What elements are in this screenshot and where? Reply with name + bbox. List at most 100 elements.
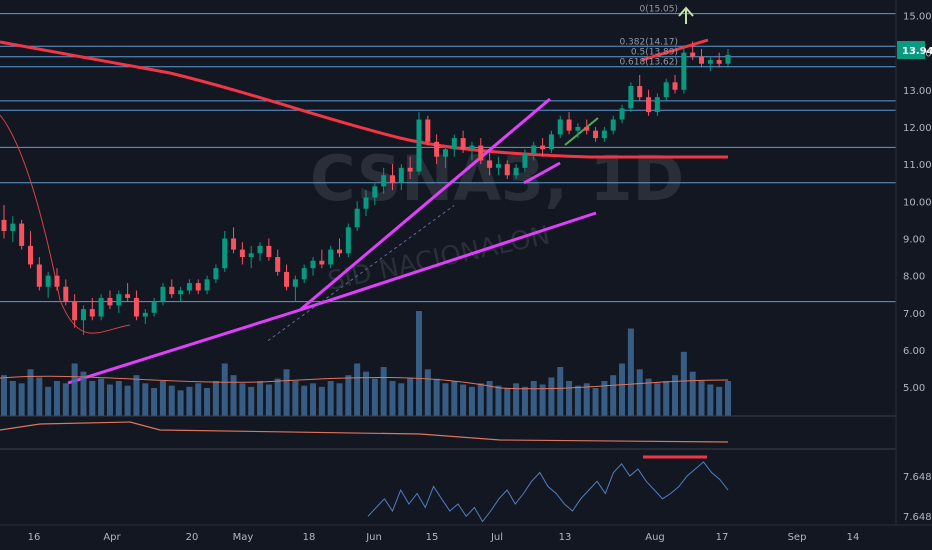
- time-tick: 14: [847, 532, 860, 543]
- volume-bar: [151, 388, 158, 416]
- candle-body: [584, 126, 590, 131]
- candle-body: [699, 56, 705, 64]
- osc-tick-2: 7.648: [903, 512, 932, 523]
- volume-bar: [142, 383, 149, 416]
- price-axis: 15.0014.0013.0012.0011.0010.009.008.007.…: [903, 11, 932, 394]
- time-tick: 17: [716, 532, 729, 543]
- candle-body: [557, 119, 563, 135]
- candle-body: [257, 245, 263, 254]
- volume-bar: [654, 383, 661, 416]
- volume-bar: [680, 351, 687, 416]
- volume-bar: [363, 371, 369, 416]
- candle-body: [45, 275, 51, 287]
- candle-body: [275, 257, 281, 272]
- candle-body: [36, 264, 42, 287]
- volume-bar: [460, 384, 467, 416]
- candle-body: [548, 134, 554, 150]
- price-tick: 7.00: [903, 309, 925, 320]
- ma200-line: [0, 40, 171, 75]
- candle-body: [301, 268, 307, 280]
- volume-bar: [627, 328, 634, 416]
- candle-body: [186, 283, 192, 291]
- candle-body: [125, 294, 131, 298]
- candle-body: [398, 167, 404, 183]
- candle-body: [690, 52, 696, 57]
- volume-bar: [486, 381, 493, 416]
- volume-bar: [468, 386, 475, 416]
- candle-body: [178, 290, 184, 295]
- candle-body: [637, 86, 643, 98]
- time-tick: 16: [28, 532, 41, 543]
- green-trendline: [564, 117, 599, 146]
- candle-body: [460, 138, 466, 150]
- candle-body: [328, 249, 334, 265]
- candle-body: [601, 130, 607, 139]
- volume-bar: [415, 311, 422, 416]
- candle-body: [725, 54, 731, 64]
- volume-bar: [707, 384, 714, 416]
- volume-bar: [53, 381, 60, 416]
- candle-body: [54, 275, 60, 287]
- candle-body: [654, 97, 660, 113]
- volume-bar: [698, 381, 705, 416]
- volume-bar: [539, 384, 546, 416]
- volume-bar: [610, 375, 617, 416]
- trendline-support-steep: [299, 97, 551, 312]
- volume-bar: [583, 383, 590, 416]
- resistance-line: [641, 38, 709, 62]
- fib-label: 0.618(13.62): [619, 58, 678, 68]
- candle-body: [716, 60, 722, 64]
- volume-bar: [239, 383, 246, 416]
- volume-bar: [354, 363, 361, 416]
- candle-body: [319, 260, 325, 265]
- volume-bar: [301, 385, 308, 416]
- candle-body: [663, 82, 669, 98]
- indicator-orange-line: [0, 421, 729, 443]
- candle-body: [116, 294, 122, 306]
- candle-body: [63, 286, 69, 302]
- volume-bar: [9, 381, 16, 416]
- time-tick: Jul: [490, 532, 503, 543]
- candle-body: [345, 227, 351, 254]
- volume-bar: [248, 386, 255, 416]
- volume-bar: [133, 375, 140, 416]
- candle-body: [628, 86, 634, 109]
- volume-bar: [71, 363, 78, 416]
- candle-body: [160, 286, 166, 302]
- volume-bar: [168, 385, 175, 416]
- candle-body: [434, 141, 440, 157]
- volume-bar: [310, 383, 317, 416]
- volume-bar: [27, 369, 34, 416]
- last-price-label: 13.94: [902, 46, 932, 57]
- candle-body: [213, 268, 219, 280]
- time-tick: May: [233, 532, 254, 543]
- candle-body: [1, 219, 7, 232]
- candle-body: [381, 175, 387, 187]
- volume-bar: [495, 385, 502, 416]
- volume-bar: [725, 381, 731, 416]
- candle-body: [522, 152, 528, 168]
- volume-bar: [98, 378, 105, 416]
- symbol-watermark: CSNA3, 1D: [310, 142, 684, 215]
- volume-bar: [274, 378, 281, 416]
- time-axis: 16 Apr 20 May 18 Jun 15 Jul 13 Aug 17 Sep 14: [28, 532, 860, 543]
- candle-body: [27, 245, 33, 265]
- oscillator-line: [367, 461, 729, 523]
- candle-body: [681, 52, 687, 90]
- candlestick-series: [1, 41, 731, 336]
- candle-body: [204, 279, 210, 291]
- candle-body: [646, 97, 652, 113]
- candle-body: [540, 145, 546, 150]
- time-tick: 18: [303, 532, 316, 543]
- candle-body: [610, 119, 616, 131]
- volume-bar: [124, 385, 131, 416]
- time-tick: 13: [559, 532, 572, 543]
- volume-bar: [380, 367, 387, 416]
- osc-tick-1: 7.648: [903, 472, 932, 483]
- volume-bar: [557, 367, 564, 416]
- volume-bar: [548, 377, 555, 416]
- candle-body: [469, 145, 475, 150]
- volume-bar: [257, 381, 264, 416]
- volume-bar: [106, 384, 113, 416]
